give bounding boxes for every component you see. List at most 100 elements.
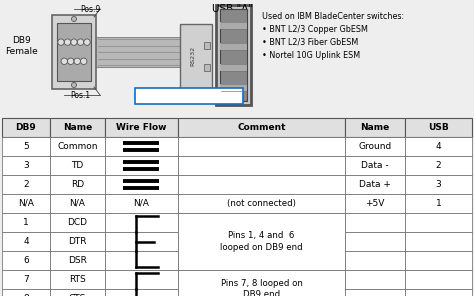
Bar bbox=[50, 137, 105, 156]
Text: RD: RD bbox=[71, 180, 84, 189]
Bar bbox=[178, 175, 345, 194]
Bar bbox=[2, 118, 50, 137]
Bar bbox=[105, 289, 178, 296]
Text: Common: Common bbox=[57, 142, 98, 151]
Bar bbox=[178, 118, 345, 137]
Text: Pins 1, 4 and  6
looped on DB9 end: Pins 1, 4 and 6 looped on DB9 end bbox=[220, 231, 303, 252]
Bar bbox=[96, 37, 188, 67]
Text: Name: Name bbox=[360, 123, 390, 132]
Circle shape bbox=[68, 58, 74, 65]
Text: Ground: Ground bbox=[358, 142, 392, 151]
Bar bbox=[2, 289, 50, 296]
Bar bbox=[204, 42, 210, 49]
Bar bbox=[57, 23, 91, 81]
Bar bbox=[50, 270, 105, 289]
Circle shape bbox=[64, 39, 71, 45]
Text: Pos.9: Pos.9 bbox=[80, 4, 100, 14]
Bar bbox=[105, 270, 178, 289]
Text: 1: 1 bbox=[436, 199, 441, 208]
Bar bbox=[345, 213, 405, 232]
Text: 3: 3 bbox=[23, 161, 29, 170]
Bar bbox=[345, 251, 405, 270]
Text: DTR: DTR bbox=[68, 237, 87, 246]
Bar bbox=[135, 88, 243, 104]
Bar bbox=[2, 137, 50, 156]
Text: IBM FRU/CRU: 02R9365: IBM FRU/CRU: 02R9365 bbox=[134, 91, 244, 101]
Bar bbox=[345, 137, 405, 156]
Bar bbox=[178, 251, 345, 270]
Circle shape bbox=[71, 39, 77, 45]
Text: RS232: RS232 bbox=[191, 46, 195, 66]
Circle shape bbox=[74, 58, 81, 65]
Bar bbox=[105, 137, 178, 156]
Bar bbox=[2, 175, 50, 194]
Text: DSR: DSR bbox=[68, 256, 87, 265]
Bar bbox=[105, 213, 178, 232]
Circle shape bbox=[72, 17, 76, 22]
Bar bbox=[50, 194, 105, 213]
Bar bbox=[50, 232, 105, 251]
Text: N/A: N/A bbox=[18, 199, 34, 208]
Text: Used on IBM BladeCenter switches:
• BNT L2/3 Copper GbESM
• BNT L2/3 Fiber GbESM: Used on IBM BladeCenter switches: • BNT … bbox=[262, 12, 404, 59]
Bar bbox=[405, 251, 472, 270]
Text: Name: Name bbox=[63, 123, 92, 132]
Bar bbox=[405, 118, 472, 137]
Text: DCD: DCD bbox=[67, 218, 88, 227]
Text: 4: 4 bbox=[436, 142, 441, 151]
Bar bbox=[405, 232, 472, 251]
Bar bbox=[0, 0, 474, 118]
Bar bbox=[220, 43, 247, 50]
Text: CTS: CTS bbox=[69, 294, 86, 296]
Bar bbox=[178, 270, 345, 289]
Text: RTS: RTS bbox=[69, 275, 86, 284]
Text: 8: 8 bbox=[23, 294, 29, 296]
Bar bbox=[50, 156, 105, 175]
Bar bbox=[178, 137, 345, 156]
Bar bbox=[405, 137, 472, 156]
Bar bbox=[2, 251, 50, 270]
Text: Data -: Data - bbox=[361, 161, 389, 170]
Bar bbox=[50, 118, 105, 137]
Bar bbox=[178, 213, 345, 270]
Bar bbox=[405, 213, 472, 232]
Bar bbox=[50, 289, 105, 296]
Bar bbox=[105, 232, 178, 251]
Circle shape bbox=[77, 39, 84, 45]
Text: (not connected): (not connected) bbox=[227, 199, 296, 208]
Bar bbox=[2, 156, 50, 175]
Text: 2: 2 bbox=[436, 161, 441, 170]
Bar bbox=[345, 156, 405, 175]
Bar bbox=[345, 270, 405, 289]
Bar bbox=[345, 118, 405, 137]
Bar bbox=[105, 118, 178, 137]
Circle shape bbox=[81, 58, 87, 65]
Text: DB9
Female: DB9 Female bbox=[6, 36, 38, 57]
Text: N/A: N/A bbox=[134, 199, 149, 208]
Bar bbox=[405, 156, 472, 175]
Text: N/A: N/A bbox=[70, 199, 85, 208]
Bar bbox=[50, 213, 105, 232]
Text: Wire Flow: Wire Flow bbox=[116, 123, 167, 132]
Text: Data +: Data + bbox=[359, 180, 391, 189]
Bar bbox=[178, 194, 345, 213]
Bar bbox=[2, 232, 50, 251]
Text: 3: 3 bbox=[436, 180, 441, 189]
Text: 2: 2 bbox=[23, 180, 29, 189]
Text: +5V: +5V bbox=[365, 199, 385, 208]
Bar bbox=[220, 64, 247, 71]
Bar bbox=[204, 64, 210, 71]
Bar bbox=[180, 24, 212, 89]
Bar bbox=[105, 251, 178, 270]
Text: 4: 4 bbox=[23, 237, 29, 246]
Text: 7: 7 bbox=[23, 275, 29, 284]
Text: 5: 5 bbox=[23, 142, 29, 151]
Circle shape bbox=[84, 39, 90, 45]
Bar bbox=[50, 175, 105, 194]
Bar bbox=[2, 270, 50, 289]
Bar bbox=[105, 194, 178, 213]
Bar bbox=[50, 251, 105, 270]
Bar bbox=[2, 194, 50, 213]
Text: 1: 1 bbox=[23, 218, 29, 227]
Bar bbox=[52, 15, 96, 89]
Circle shape bbox=[58, 39, 64, 45]
